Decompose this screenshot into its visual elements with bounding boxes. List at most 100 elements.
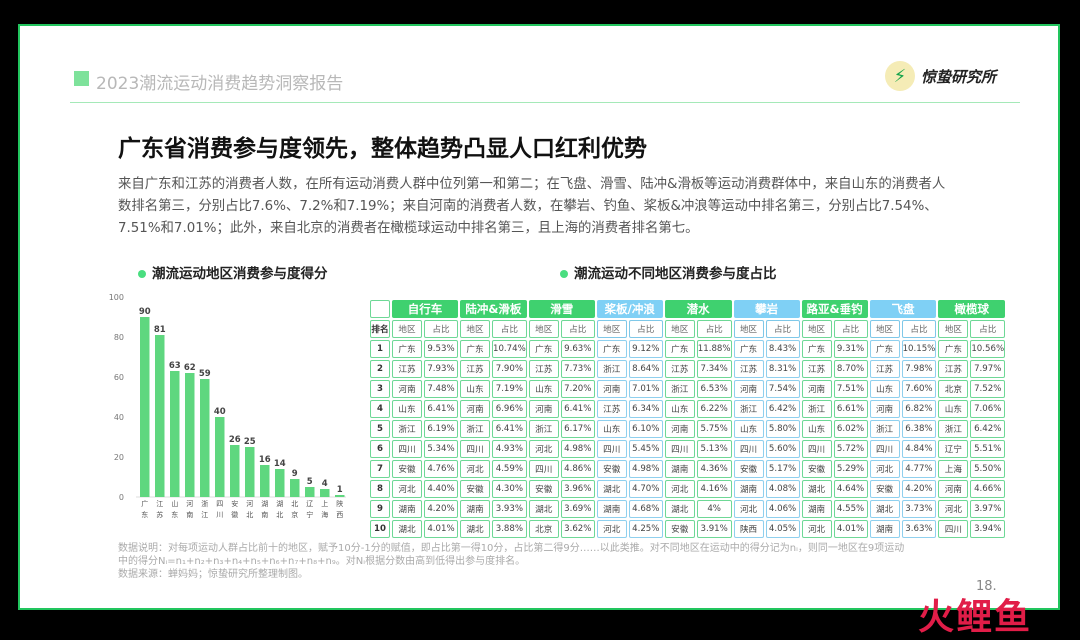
region-cell: 安徽	[460, 480, 490, 498]
x-tick-label: 川	[216, 511, 223, 519]
column-subheader: 占比	[560, 320, 595, 338]
share-cell: 10.56%	[970, 340, 1006, 358]
region-cell: 安徽	[392, 460, 422, 478]
x-tick-label: 广	[141, 499, 148, 508]
table-row: 3 河南 7.48% 山东 7.19% 山东 7.20% 河南 7.01% 浙江 6.53% 河南 7.…	[370, 380, 1006, 398]
share-cell: 4%	[696, 500, 732, 518]
share-cell: 7.20%	[560, 380, 595, 398]
share-cell: 4.93%	[492, 440, 527, 458]
x-tick-label: 安	[231, 499, 238, 508]
share-cell: 7.19%	[492, 380, 527, 398]
share-cell: 7.51%	[833, 380, 868, 398]
y-tick-label: 20	[114, 453, 124, 462]
region-cell: 四川	[938, 520, 969, 538]
column-subheader: 地区	[392, 320, 422, 338]
region-cell: 广东	[938, 340, 969, 358]
region-cell: 湖南	[460, 500, 490, 518]
region-cell: 浙江	[664, 380, 695, 398]
region-cell: 江苏	[528, 360, 559, 378]
share-cell: 7.54%	[765, 380, 800, 398]
region-cell: 广东	[460, 340, 490, 358]
x-tick-label: 山	[171, 499, 178, 508]
bar-value-label: 9	[292, 469, 298, 479]
share-cell: 6.61%	[833, 400, 868, 418]
region-cell: 北京	[938, 380, 969, 398]
region-cell: 湖北	[528, 500, 559, 518]
x-tick-label: 西	[336, 511, 343, 519]
share-cell: 6.42%	[765, 400, 800, 418]
region-cell: 浙江	[460, 420, 490, 438]
share-cell: 4.06%	[765, 500, 800, 518]
bar	[215, 417, 225, 497]
region-cell: 山东	[801, 420, 832, 438]
region-cell: 山东	[733, 420, 764, 438]
rank-number: 2	[370, 360, 390, 378]
share-cell: 7.06%	[970, 400, 1006, 418]
sport-header: 潜水	[664, 300, 732, 318]
bar-value-label: 4	[322, 479, 328, 489]
rank-number: 3	[370, 380, 390, 398]
x-tick-label: 陕	[336, 499, 343, 508]
rank-number: 8	[370, 480, 390, 498]
brand-logo: ⚡ 惊蛰研究所	[885, 61, 996, 91]
bar-value-label: 5	[307, 477, 313, 487]
share-cell: 7.52%	[970, 380, 1006, 398]
x-tick-label: 河	[186, 500, 193, 508]
share-cell: 3.91%	[696, 520, 732, 538]
region-cell: 河南	[869, 400, 900, 418]
share-cell: 7.01%	[628, 380, 663, 398]
bullet-dot-icon	[138, 270, 146, 278]
region-cell: 河北	[869, 460, 900, 478]
x-tick-label: 南	[186, 510, 193, 519]
share-cell: 4.36%	[696, 460, 732, 478]
region-cell: 江苏	[664, 360, 695, 378]
slide: 2023潮流运动消费趋势洞察报告 ⚡ 惊蛰研究所 广东省消费参与度领先，整体趋势…	[18, 24, 1060, 610]
column-subheader: 地区	[938, 320, 969, 338]
x-tick-label: 北	[246, 511, 253, 519]
summary-paragraph: 来自广东和江苏的消费者人数，在所有运动消费人群中位列第一和第二；在飞盘、滑雪、陆…	[118, 177, 946, 236]
column-subheader: 地区	[733, 320, 764, 338]
share-cell: 8.64%	[628, 360, 663, 378]
share-cell: 3.94%	[970, 520, 1006, 538]
bar-value-label: 26	[229, 435, 241, 445]
share-cell: 3.96%	[560, 480, 595, 498]
region-cell: 北京	[528, 520, 559, 538]
share-cell: 4.20%	[901, 480, 937, 498]
share-cell: 7.97%	[970, 360, 1006, 378]
share-cell: 4.98%	[560, 440, 595, 458]
share-cell: 7.98%	[901, 360, 937, 378]
region-cell: 河北	[664, 480, 695, 498]
x-tick-label: 江	[156, 500, 163, 508]
rank-header-blank	[370, 300, 390, 318]
share-cell: 4.68%	[628, 500, 663, 518]
share-cell: 5.80%	[765, 420, 800, 438]
share-cell: 4.40%	[424, 480, 458, 498]
rank-column-header: 排名	[370, 320, 390, 338]
x-tick-label: 海	[321, 510, 328, 519]
region-cell: 四川	[733, 440, 764, 458]
table-row: 5 浙江 6.19% 浙江 6.41% 浙江 6.17% 山东 6.10% 河南 5.75% 山东 5.…	[370, 420, 1006, 438]
x-tick-label: 南	[261, 510, 268, 519]
region-cell: 河南	[392, 380, 422, 398]
region-cell: 山东	[460, 380, 490, 398]
region-cell: 河南	[733, 380, 764, 398]
share-cell: 4.77%	[901, 460, 937, 478]
share-cell: 5.29%	[833, 460, 868, 478]
x-tick-label: 河	[246, 500, 253, 508]
region-cell: 湖南	[733, 480, 764, 498]
column-subheader: 地区	[869, 320, 900, 338]
region-cell: 河南	[801, 380, 832, 398]
bullet-dot-icon	[560, 270, 568, 278]
sport-header: 滑雪	[528, 300, 595, 318]
footer-notes: 数据说明：对每项运动人群占比前十的地区，赋予10分-1分的赋值，即占比第一得10…	[118, 542, 978, 581]
sport-header: 路亚&垂钓	[801, 300, 868, 318]
share-cell: 3.63%	[901, 520, 937, 538]
region-cell: 广东	[869, 340, 900, 358]
share-cell: 6.41%	[560, 400, 595, 418]
y-tick-label: 60	[114, 373, 124, 382]
data-note-line1: 数据说明：对每项运动人群占比前十的地区，赋予10分-1分的赋值，即占比第一得10…	[118, 543, 905, 554]
share-cell: 10.15%	[901, 340, 937, 358]
header-divider	[70, 102, 1020, 103]
share-cell: 6.17%	[560, 420, 595, 438]
region-cell: 广东	[801, 340, 832, 358]
